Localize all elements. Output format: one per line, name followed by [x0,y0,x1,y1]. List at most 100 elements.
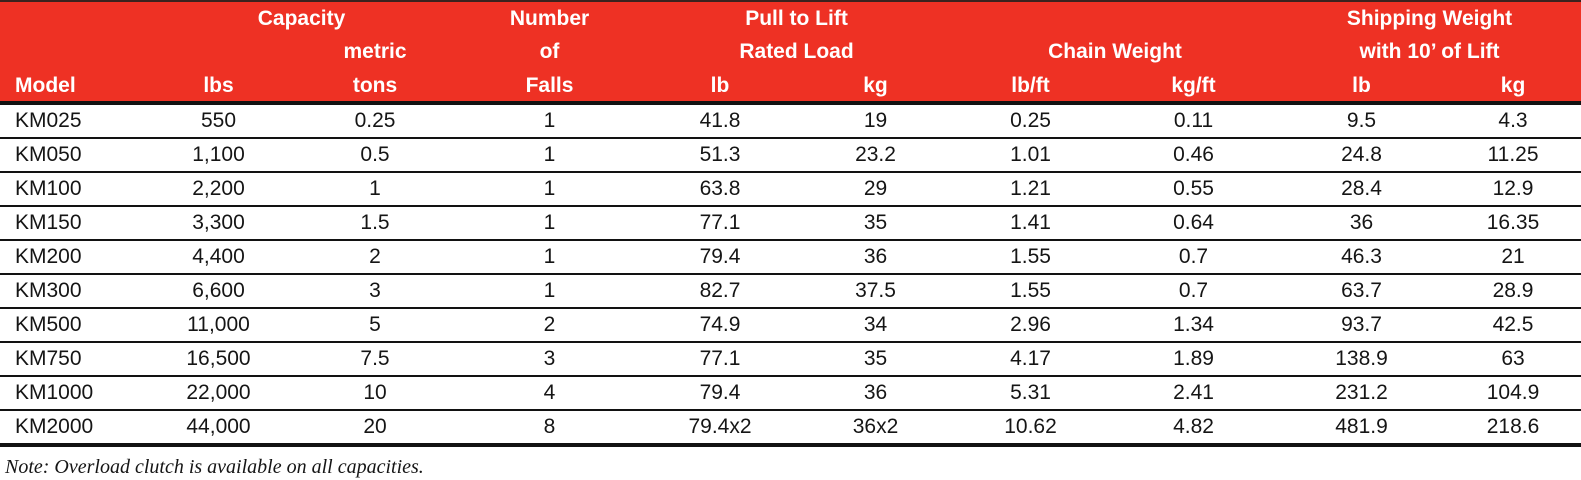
header-row-2: metric of Rated Load Chain Weight with 1… [0,34,1581,67]
header-number-line1: Number [509,6,590,30]
value-cell: 42.5 [1445,308,1581,343]
value-cell: 1 [458,172,642,207]
value-cell: 77.1 [641,342,800,377]
value-cell: 35 [799,206,953,241]
value-cell: 231.2 [1278,376,1446,411]
value-cell: 19 [799,103,953,139]
value-cell: 4.17 [952,342,1110,377]
value-cell: 22,000 [145,376,292,411]
table-row: KM750 16,500 7.5 3 77.1 35 4.17 1.89 138.9 63 [0,342,1581,377]
model-cell: KM150 [0,206,145,241]
value-cell: 36 [799,376,953,411]
value-cell: 218.6 [1445,410,1581,447]
value-cell: 3 [458,342,642,377]
column-header-chain-kg-ft: kg/ft [1171,73,1216,97]
table-row: KM500 11,000 5 2 74.9 34 2.96 1.34 93.7 42.5 [0,308,1581,343]
value-cell: 2.41 [1109,376,1279,411]
value-cell: 35 [799,342,953,377]
value-cell: 46.3 [1278,240,1446,275]
column-header-model: Model [15,73,76,97]
model-cell: KM500 [0,308,145,343]
value-cell: 2.96 [952,308,1110,343]
column-header-chain-lb-ft: lb/ft [1011,73,1050,97]
value-cell: 4 [458,376,642,411]
value-cell: 24.8 [1278,138,1446,173]
value-cell: 1.41 [952,206,1110,241]
model-cell: KM300 [0,274,145,309]
value-cell: 1 [458,240,642,275]
model-cell: KM750 [0,342,145,377]
column-header-tons: tons [352,73,398,97]
table-row: KM025 550 0.25 1 41.8 19 0.25 0.11 9.5 4.3 [0,103,1581,139]
value-cell: 104.9 [1445,376,1581,411]
value-cell: 0.46 [1109,138,1279,173]
model-cell: KM100 [0,172,145,207]
header-number-line2: of [539,39,560,63]
value-cell: 1 [458,206,642,241]
table-row: KM150 3,300 1.5 1 77.1 35 1.41 0.64 36 16.35 [0,206,1581,241]
header-group-chain: Chain Weight [1048,39,1182,63]
value-cell: 44,000 [145,410,292,447]
table-row: KM100 2,200 1 1 63.8 29 1.21 0.55 28.4 12.9 [0,172,1581,207]
header-row-1: Capacity Number Pull to Lift Shipping We… [0,1,1581,34]
table-header: Capacity Number Pull to Lift Shipping We… [0,1,1581,103]
value-cell: 16.35 [1445,206,1581,241]
value-cell: 1.89 [1109,342,1279,377]
column-header-lbs: lbs [203,73,234,97]
model-cell: KM025 [0,103,145,139]
value-cell: 3 [292,274,459,309]
value-cell: 12.9 [1445,172,1581,207]
value-cell: 93.7 [1278,308,1446,343]
header-spacer [145,34,292,67]
value-cell: 51.3 [641,138,800,173]
value-cell: 6,600 [145,274,292,309]
value-cell: 0.25 [292,103,459,139]
hoist-spec-table: Capacity Number Pull to Lift Shipping We… [0,0,1581,447]
value-cell: 77.1 [641,206,800,241]
value-cell: 10 [292,376,459,411]
value-cell: 9.5 [1278,103,1446,139]
value-cell: 36 [1278,206,1446,241]
value-cell: 1 [458,138,642,173]
header-group-pull-line1: Pull to Lift [745,6,848,30]
value-cell: 0.55 [1109,172,1279,207]
header-capacity-metric: metric [343,39,407,63]
header-spacer [0,1,145,34]
value-cell: 37.5 [799,274,953,309]
column-header-pull-lb: lb [710,73,730,97]
value-cell: 79.4x2 [641,410,800,447]
value-cell: 1 [458,103,642,139]
value-cell: 10.62 [952,410,1110,447]
value-cell: 1 [292,172,459,207]
value-cell: 4.82 [1109,410,1279,447]
value-cell: 481.9 [1278,410,1446,447]
value-cell: 8 [458,410,642,447]
value-cell: 2 [458,308,642,343]
value-cell: 1.34 [1109,308,1279,343]
header-row-3: Model lbs tons Falls lb kg lb/ft kg/ft l… [0,67,1581,103]
value-cell: 7.5 [292,342,459,377]
column-header-ship-kg: kg [1500,73,1526,97]
table-row: KM300 6,600 3 1 82.7 37.5 1.55 0.7 63.7 28.9 [0,274,1581,309]
column-header-ship-lb: lb [1352,73,1371,97]
value-cell: 0.64 [1109,206,1279,241]
value-cell: 21 [1445,240,1581,275]
value-cell: 41.8 [641,103,800,139]
value-cell: 0.7 [1109,240,1279,275]
table-row: KM050 1,100 0.5 1 51.3 23.2 1.01 0.46 24.8 11.25 [0,138,1581,173]
model-cell: KM1000 [0,376,145,411]
value-cell: 2 [292,240,459,275]
value-cell: 0.25 [952,103,1110,139]
value-cell: 74.9 [641,308,800,343]
value-cell: 4,400 [145,240,292,275]
value-cell: 36 [799,240,953,275]
header-spacer [0,34,145,67]
value-cell: 23.2 [799,138,953,173]
value-cell: 3,300 [145,206,292,241]
table-row: KM1000 22,000 10 4 79.4 36 5.31 2.41 231.2 104.9 [0,376,1581,411]
value-cell: 5 [292,308,459,343]
value-cell: 36x2 [799,410,953,447]
value-cell: 63.8 [641,172,800,207]
model-cell: KM200 [0,240,145,275]
